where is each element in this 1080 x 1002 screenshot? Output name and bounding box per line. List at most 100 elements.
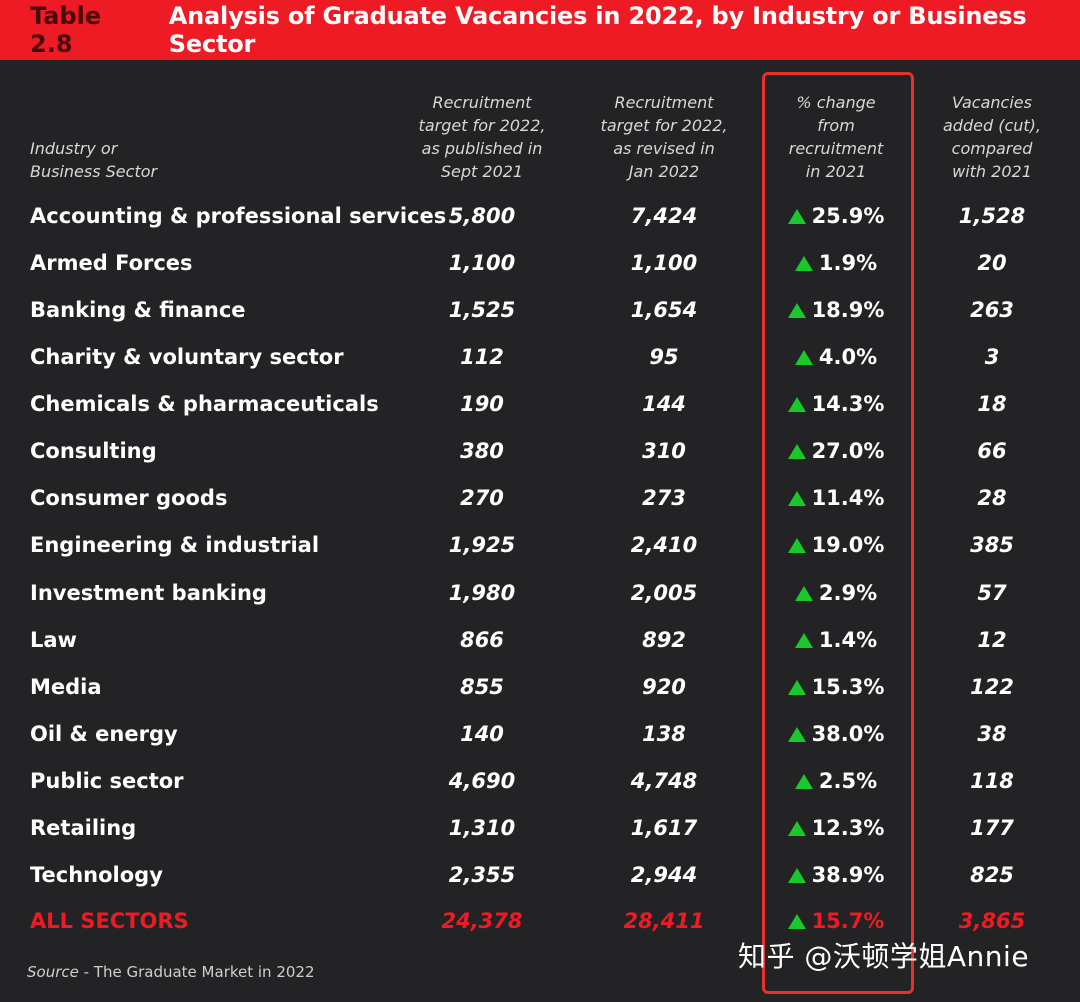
total-change-value: 15.7% bbox=[811, 909, 885, 933]
percent-change-value: 18.9% bbox=[811, 298, 885, 323]
sector-name: Armed Forces bbox=[30, 251, 193, 276]
percent-change: 27.0% bbox=[765, 428, 907, 475]
vacancies-added: 20 bbox=[977, 251, 1007, 276]
vacancies-added: 18 bbox=[977, 392, 1007, 417]
sector-name: Consulting bbox=[30, 439, 157, 464]
total-row: ALL SECTORS 24,378 28,411 15.7% 3,865 bbox=[0, 898, 1080, 945]
vacancies-added: 12 bbox=[977, 627, 1007, 652]
total-published: 24,378 bbox=[441, 909, 523, 933]
triangle-up-icon bbox=[787, 914, 806, 929]
table-row: Armed Forces 1,100 1,100 1.9% 20 bbox=[0, 240, 1080, 287]
table-row: Technology 2,355 2,944 38.9% 825 bbox=[0, 852, 1080, 899]
percent-change-value: 15.3% bbox=[811, 674, 885, 699]
source-text: - The Graduate Market in 2022 bbox=[78, 963, 315, 981]
column-header-sector: Industry or Business Sector bbox=[30, 139, 158, 181]
published-target: 4,690 bbox=[448, 768, 516, 793]
vacancies-added: 1,528 bbox=[958, 204, 1026, 228]
watermark: 知乎 @沃顿学姐Annie bbox=[738, 940, 1030, 973]
published-target: 855 bbox=[460, 674, 504, 699]
percent-change: 38.9% bbox=[765, 852, 907, 899]
published-target: 1,100 bbox=[448, 251, 516, 276]
sector-name: Oil & energy bbox=[30, 721, 178, 746]
triangle-up-icon bbox=[787, 867, 806, 883]
vacancies-added: 118 bbox=[970, 768, 1014, 793]
percent-change-value: 11.4% bbox=[811, 486, 885, 511]
percent-change: 12.3% bbox=[765, 805, 907, 852]
table-row: Consulting 380 310 27.0% 66 bbox=[0, 428, 1080, 475]
vacancies-added: 66 bbox=[977, 439, 1007, 464]
vacancies-added: 122 bbox=[970, 674, 1014, 699]
percent-change: 25.9% bbox=[765, 193, 907, 240]
published-target: 1,980 bbox=[448, 580, 516, 605]
source-label: Source bbox=[27, 963, 79, 981]
triangle-up-icon bbox=[794, 256, 813, 272]
triangle-up-icon bbox=[787, 491, 806, 507]
triangle-up-icon bbox=[787, 726, 806, 742]
total-added: 3,865 bbox=[958, 909, 1026, 933]
triangle-up-icon bbox=[787, 303, 806, 319]
published-target: 2,355 bbox=[448, 862, 516, 887]
published-target: 866 bbox=[460, 627, 504, 652]
sector-name: Banking & finance bbox=[30, 298, 246, 323]
table-row: Consumer goods 270 273 11.4% 28 bbox=[0, 475, 1080, 522]
percent-change: 18.9% bbox=[765, 287, 907, 334]
published-target: 1,525 bbox=[448, 298, 516, 323]
triangle-up-icon bbox=[794, 773, 813, 789]
revised-target: 1,617 bbox=[630, 815, 698, 840]
published-target: 1,310 bbox=[448, 815, 516, 840]
triangle-up-icon bbox=[787, 679, 806, 695]
table-number: Table 2.8 bbox=[30, 2, 102, 58]
triangle-up-icon bbox=[794, 350, 813, 366]
total-revised: 28,411 bbox=[623, 909, 705, 933]
revised-target: 144 bbox=[642, 392, 686, 417]
percent-change-value: 38.9% bbox=[811, 862, 885, 887]
percent-change-value: 1.9% bbox=[818, 251, 878, 276]
table-row: Law 866 892 1.4% 12 bbox=[0, 617, 1080, 664]
published-target: 1,925 bbox=[448, 533, 516, 558]
percent-change-value: 2.5% bbox=[818, 768, 878, 793]
revised-target: 4,748 bbox=[630, 768, 698, 793]
revised-target: 1,654 bbox=[630, 298, 698, 323]
sector-name: Retailing bbox=[30, 815, 137, 840]
percent-change-value: 2.9% bbox=[818, 580, 878, 605]
percent-change: 1.4% bbox=[765, 617, 907, 664]
total-change: 15.7% bbox=[765, 898, 907, 945]
revised-target: 2,005 bbox=[630, 580, 698, 605]
percent-change-value: 25.9% bbox=[811, 204, 885, 228]
published-target: 140 bbox=[460, 721, 504, 746]
revised-target: 920 bbox=[642, 674, 686, 699]
sector-name: Consumer goods bbox=[30, 486, 228, 511]
vacancies-added: 57 bbox=[977, 580, 1007, 605]
title-bar: Table 2.8 Analysis of Graduate Vacancies… bbox=[0, 0, 1080, 60]
percent-change-value: 4.0% bbox=[818, 345, 878, 370]
percent-change: 2.9% bbox=[765, 570, 907, 617]
percent-change: 11.4% bbox=[765, 475, 907, 522]
triangle-up-icon bbox=[787, 209, 806, 224]
vacancies-added: 385 bbox=[970, 533, 1014, 558]
revised-target: 1,100 bbox=[630, 251, 698, 276]
triangle-up-icon bbox=[787, 538, 806, 554]
percent-change: 15.3% bbox=[765, 664, 907, 711]
vacancies-added: 177 bbox=[970, 815, 1014, 840]
triangle-up-icon bbox=[794, 585, 813, 601]
percent-change-value: 27.0% bbox=[811, 439, 885, 464]
column-header-revised: Recruitment target for 2022, as revised … bbox=[600, 93, 728, 181]
column-header-change: % change from recruitment in 2021 bbox=[788, 93, 884, 181]
percent-change: 2.5% bbox=[765, 758, 907, 805]
vacancies-added: 263 bbox=[970, 298, 1014, 323]
percent-change: 19.0% bbox=[765, 522, 907, 569]
revised-target: 310 bbox=[642, 439, 686, 464]
sector-name: Charity & voluntary sector bbox=[30, 345, 344, 370]
sector-name: Technology bbox=[30, 862, 163, 887]
table-row: Banking & finance 1,525 1,654 18.9% 263 bbox=[0, 287, 1080, 334]
revised-target: 2,410 bbox=[630, 533, 698, 558]
table-row: Investment banking 1,980 2,005 2.9% 57 bbox=[0, 570, 1080, 617]
percent-change-value: 38.0% bbox=[811, 721, 885, 746]
revised-target: 2,944 bbox=[630, 862, 698, 887]
triangle-up-icon bbox=[787, 820, 806, 836]
sector-name: Chemicals & pharmaceuticals bbox=[30, 392, 379, 417]
published-target: 5,800 bbox=[448, 204, 516, 228]
percent-change: 4.0% bbox=[765, 334, 907, 381]
sector-name: Media bbox=[30, 674, 102, 699]
percent-change: 38.0% bbox=[765, 711, 907, 758]
